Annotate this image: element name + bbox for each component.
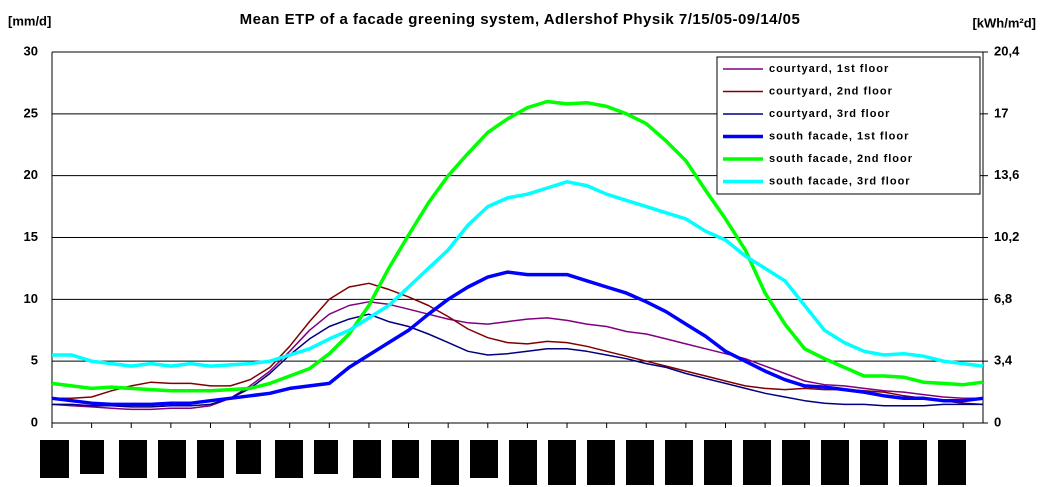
redacted-label bbox=[821, 440, 849, 485]
series-line bbox=[51, 270, 984, 407]
series-line bbox=[52, 282, 984, 406]
redacted-labels bbox=[40, 440, 966, 485]
redacted-label bbox=[40, 440, 69, 478]
redacted-label bbox=[431, 440, 459, 485]
y2-tick-label: 0 bbox=[994, 414, 1001, 429]
redacted-label bbox=[626, 440, 654, 485]
redacted-label bbox=[353, 440, 381, 478]
y2-axis-label: [kWh/m²d] bbox=[972, 15, 1036, 30]
series-line bbox=[51, 301, 983, 411]
y-tick-label: 25 bbox=[24, 105, 38, 120]
redacted-label bbox=[314, 440, 338, 474]
legend-label: south facade, 2nd floor bbox=[769, 153, 913, 165]
y-tick-label: 15 bbox=[24, 229, 38, 244]
y2-tick-label: 6,8 bbox=[994, 291, 1012, 306]
legend-label: south facade, 3rd floor bbox=[769, 175, 911, 187]
legend-box bbox=[716, 56, 981, 195]
legend-label: south facade, 1st floor bbox=[769, 130, 909, 142]
redacted-label bbox=[158, 440, 186, 478]
y2-tick-label: 17 bbox=[994, 105, 1008, 120]
redacted-label bbox=[509, 440, 537, 485]
y-tick-label: 30 bbox=[24, 43, 38, 58]
redacted-label bbox=[548, 440, 576, 485]
series-line bbox=[52, 313, 983, 408]
legend-label: courtyard, 3rd floor bbox=[769, 108, 890, 120]
legend-label: courtyard, 2nd floor bbox=[769, 85, 893, 97]
legend: courtyard, 1st floor courtyard, 2nd floor… bbox=[716, 56, 981, 195]
redacted-label bbox=[80, 440, 104, 474]
redacted-label bbox=[665, 440, 693, 485]
redacted-label bbox=[704, 440, 732, 485]
redacted-label bbox=[119, 440, 147, 478]
redacted-label bbox=[236, 440, 261, 474]
legend-label: courtyard, 1st floor bbox=[769, 63, 889, 75]
y-tick-label: 20 bbox=[24, 167, 38, 182]
y-tick-label: 5 bbox=[31, 353, 38, 368]
y2-tick-label: 10,2 bbox=[994, 229, 1019, 244]
redacted-label bbox=[743, 440, 771, 485]
y2-tick-label: 20,4 bbox=[994, 43, 1020, 58]
series-line bbox=[51, 99, 984, 393]
y2-tick-label: 13,6 bbox=[994, 167, 1019, 182]
redacted-label bbox=[860, 440, 888, 485]
redacted-label bbox=[470, 440, 498, 478]
redacted-label bbox=[197, 440, 224, 478]
y2-tick-label: 3,4 bbox=[994, 353, 1013, 368]
redacted-label bbox=[587, 440, 615, 485]
chart-title: Mean ETP of a facade greening system, Ad… bbox=[240, 11, 801, 28]
y-axis-label: [mm/d] bbox=[8, 13, 51, 28]
redacted-label bbox=[938, 440, 966, 485]
redacted-label bbox=[899, 440, 927, 485]
redacted-label bbox=[275, 440, 303, 478]
y-tick-label: 0 bbox=[31, 414, 38, 429]
y-tick-label: 10 bbox=[24, 291, 38, 306]
redacted-label bbox=[392, 440, 419, 478]
series-line bbox=[52, 180, 984, 368]
redacted-label bbox=[782, 440, 810, 485]
